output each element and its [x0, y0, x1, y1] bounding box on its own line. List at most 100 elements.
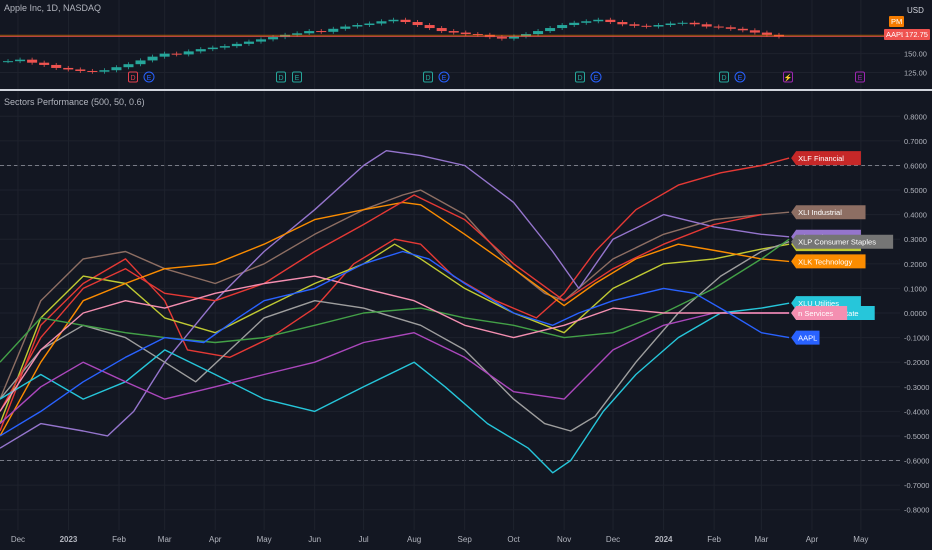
- dividend-marker-icon: D: [128, 71, 138, 83]
- price-candle: [388, 19, 399, 22]
- price-candle: [268, 37, 279, 40]
- x-tick-label: Apr: [209, 535, 222, 544]
- price-candle: [135, 60, 146, 65]
- series-line-xlv-healthcare: [0, 194, 762, 412]
- price-candle: [280, 34, 291, 38]
- marker-symbol: D: [130, 75, 135, 82]
- price-candle: [340, 26, 351, 29]
- y-tick-label: -0.4000: [904, 407, 929, 416]
- price-candle: [364, 23, 375, 26]
- marker-symbol: D: [278, 75, 283, 82]
- y-tick-label: 0.0000: [904, 309, 927, 318]
- series-line-xle-energy: [0, 238, 790, 363]
- end-label-text: XLI Industrial: [798, 208, 842, 217]
- price-candle: [773, 34, 784, 37]
- x-tick-label: Apr: [806, 535, 819, 544]
- price-candle: [761, 32, 772, 35]
- y-tick-label: -0.6000: [904, 457, 929, 466]
- price-candle: [123, 64, 134, 68]
- end-label: n Services: [791, 306, 848, 320]
- end-label-tag: [791, 151, 861, 166]
- end-label-tag: [791, 306, 848, 320]
- last-price-badge: 172.75: [903, 29, 930, 40]
- earnings-marker-icon: E: [590, 71, 602, 83]
- price-candle: [749, 30, 760, 33]
- price-candle: [27, 59, 38, 63]
- price-candle: [629, 24, 640, 26]
- price-candle: [195, 49, 206, 52]
- price-candle: [557, 25, 568, 29]
- x-tick-label: Feb: [112, 535, 126, 544]
- dividend-marker-icon: D: [719, 71, 729, 83]
- marker-symbol: D: [721, 75, 726, 82]
- price-candle: [617, 22, 628, 25]
- marker-shape: [855, 71, 865, 83]
- y-tick-label: -0.5000: [904, 432, 929, 441]
- price-candle: [725, 27, 736, 29]
- x-tick-label: 2024: [655, 535, 673, 544]
- price-candle: [569, 22, 580, 26]
- dividend-marker-icon: D: [276, 71, 286, 83]
- series-line-aapl: [0, 250, 790, 437]
- price-candle: [605, 19, 616, 23]
- ticker-badge: AAPL: [884, 29, 908, 40]
- y-tick-label: -0.7000: [904, 481, 929, 490]
- end-label: XLF Financial: [791, 151, 861, 166]
- price-candle: [99, 70, 110, 72]
- marker-symbol: D: [425, 75, 430, 82]
- price-candle: [219, 46, 230, 48]
- y-tick-label: 0.7000: [904, 137, 927, 146]
- marker-shape: [276, 71, 286, 83]
- series-line-xlu-utilities: [0, 302, 790, 474]
- marker-symbol: E: [594, 75, 599, 82]
- price-candle: [713, 26, 724, 28]
- y-tick-label: -0.1000: [904, 334, 929, 343]
- series-line-xlb-materials: [0, 243, 790, 424]
- price-candle: [292, 33, 303, 35]
- end-label-text: XLU Utilities: [798, 299, 839, 308]
- price-candle: [689, 22, 700, 25]
- end-label: XLI Industrial: [791, 205, 866, 220]
- price-candle: [496, 37, 507, 39]
- y-tick-label: 0.5000: [904, 186, 927, 195]
- price-candle: [3, 61, 14, 63]
- x-tick-label: Dec: [606, 535, 620, 544]
- price-candle: [87, 70, 98, 72]
- series-line-xly-consumer-discretionary: [0, 149, 790, 449]
- earnings-marker-icon: E: [734, 71, 746, 83]
- x-tick-label: Aug: [407, 535, 421, 544]
- dividend-marker-icon: D: [575, 71, 585, 83]
- marker-shape: [575, 71, 585, 83]
- price-candle: [593, 19, 604, 22]
- price-candle: [641, 25, 652, 27]
- price-candle: [436, 28, 447, 32]
- price-candle: [400, 19, 411, 23]
- end-label-tag: [791, 330, 820, 345]
- y-tick-label: 0.6000: [904, 161, 927, 170]
- currency-label[interactable]: USD: [907, 6, 924, 15]
- pane-separator[interactable]: [0, 89, 932, 91]
- price-candle: [376, 21, 387, 24]
- pm-badge: PM: [889, 16, 905, 27]
- end-label-text: n Services: [798, 309, 833, 318]
- marker-shape: [438, 71, 450, 83]
- y-tick-label: 0.1000: [904, 284, 927, 293]
- price-candle: [63, 67, 74, 70]
- x-tick-label: Dec: [11, 535, 25, 544]
- end-label-tag: [791, 205, 866, 220]
- end-label: XLP Consumer Staples: [791, 234, 894, 249]
- end-label-tag: [791, 234, 894, 249]
- price-candle: [677, 22, 688, 24]
- y-tick-label: 0.3000: [904, 235, 927, 244]
- end-label: AAPL: [791, 330, 820, 345]
- x-tick-label: May: [257, 535, 272, 544]
- price-candle: [75, 69, 86, 71]
- x-tick-label: Mar: [158, 535, 172, 544]
- marker-symbol: E: [738, 75, 743, 82]
- earnings-marker-icon: E: [855, 71, 865, 83]
- y-tick-label: 0.2000: [904, 260, 927, 269]
- marker-symbol: E: [147, 75, 152, 82]
- y-tick-label: 0.4000: [904, 211, 927, 220]
- price-candle: [533, 31, 544, 35]
